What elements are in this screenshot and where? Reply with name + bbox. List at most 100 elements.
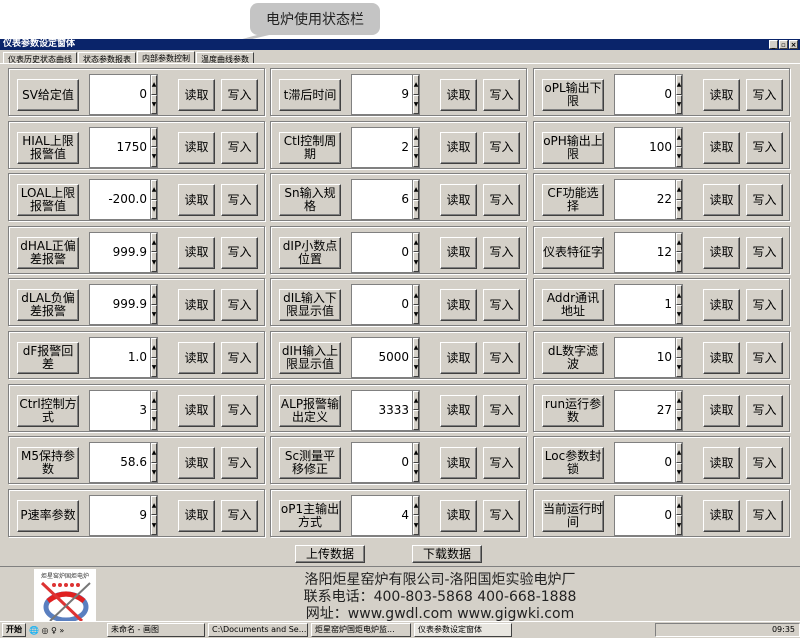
write-button[interactable]: 写入	[483, 394, 520, 427]
param-label[interactable]: Ctl控制周期	[279, 131, 341, 164]
value-spinner[interactable]: ▲ ▼	[675, 442, 683, 484]
read-button[interactable]: 读取	[440, 342, 477, 374]
param-value-input[interactable]: 9	[351, 74, 413, 115]
param-label[interactable]: P速率参数	[17, 499, 79, 532]
value-spinner[interactable]: ▲ ▼	[150, 389, 158, 431]
param-label[interactable]: Loc参数封锁	[542, 447, 604, 480]
spin-down-icon[interactable]: ▼	[676, 357, 682, 377]
spin-down-icon[interactable]: ▼	[413, 304, 419, 325]
read-button[interactable]: 读取	[178, 499, 215, 532]
spin-down-icon[interactable]: ▼	[676, 147, 682, 167]
param-label[interactable]: ALP报警输出定义	[279, 394, 341, 427]
tab-2[interactable]: 内部参数控制	[137, 51, 195, 63]
spin-up-icon[interactable]: ▲	[413, 75, 419, 95]
download-button[interactable]: 下载数据	[412, 545, 482, 563]
read-button[interactable]: 读取	[178, 342, 215, 374]
read-button[interactable]: 读取	[178, 447, 215, 480]
write-button[interactable]: 写入	[746, 342, 783, 374]
spin-down-icon[interactable]: ▼	[676, 199, 682, 220]
param-value-input[interactable]: 0	[351, 231, 413, 273]
tab-0[interactable]: 仪表历史状态曲线	[3, 52, 77, 64]
read-button[interactable]: 读取	[178, 289, 215, 322]
value-spinner[interactable]: ▲ ▼	[150, 494, 158, 536]
read-button[interactable]: 读取	[440, 499, 477, 532]
param-value-input[interactable]: 2	[351, 126, 413, 168]
value-spinner[interactable]: ▲ ▼	[412, 74, 420, 115]
value-spinner[interactable]: ▲ ▼	[675, 74, 683, 115]
param-value-input[interactable]: 5000	[351, 337, 413, 378]
value-spinner[interactable]: ▲ ▼	[675, 494, 683, 536]
spin-up-icon[interactable]: ▲	[413, 127, 419, 148]
value-spinner[interactable]: ▲ ▼	[150, 74, 158, 115]
close-button[interactable]: ×	[789, 40, 798, 49]
spin-down-icon[interactable]: ▼	[676, 515, 682, 535]
spin-down-icon[interactable]: ▼	[413, 199, 419, 220]
upload-button[interactable]: 上传数据	[295, 545, 365, 563]
param-label[interactable]: oP1主输出方式	[279, 499, 341, 532]
param-value-input[interactable]: 58.6	[89, 442, 151, 484]
value-spinner[interactable]: ▲ ▼	[150, 284, 158, 326]
param-label[interactable]: Addr通讯地址	[542, 289, 604, 322]
value-spinner[interactable]: ▲ ▼	[675, 179, 683, 221]
tab-1[interactable]: 状态参数报表	[78, 52, 136, 64]
value-spinner[interactable]: ▲ ▼	[412, 389, 420, 431]
restore-button[interactable]: ▫	[779, 40, 788, 49]
write-button[interactable]: 写入	[746, 131, 783, 164]
spin-up-icon[interactable]: ▲	[151, 232, 157, 253]
param-value-input[interactable]: 0	[614, 494, 676, 536]
spin-up-icon[interactable]: ▲	[676, 338, 682, 358]
read-button[interactable]: 读取	[440, 184, 477, 217]
write-button[interactable]: 写入	[746, 394, 783, 427]
value-spinner[interactable]: ▲ ▼	[412, 494, 420, 536]
spin-up-icon[interactable]: ▲	[151, 180, 157, 200]
value-spinner[interactable]: ▲ ▼	[150, 231, 158, 273]
taskbar-item-paint[interactable]: 未命名 - 画图	[107, 623, 205, 637]
write-button[interactable]: 写入	[221, 499, 258, 532]
write-button[interactable]: 写入	[746, 499, 783, 532]
write-button[interactable]: 写入	[746, 79, 783, 111]
spin-down-icon[interactable]: ▼	[413, 515, 419, 535]
param-label[interactable]: CF功能选择	[542, 184, 604, 217]
spin-down-icon[interactable]: ▼	[151, 94, 157, 114]
spin-up-icon[interactable]: ▲	[151, 443, 157, 463]
spin-up-icon[interactable]: ▲	[676, 75, 682, 95]
read-button[interactable]: 读取	[178, 79, 215, 111]
read-button[interactable]: 读取	[703, 499, 740, 532]
param-value-input[interactable]: 27	[614, 389, 676, 431]
read-button[interactable]: 读取	[178, 184, 215, 217]
read-button[interactable]: 读取	[440, 289, 477, 322]
param-label[interactable]: dF报警回差	[17, 342, 79, 374]
value-spinner[interactable]: ▲ ▼	[412, 126, 420, 168]
param-value-input[interactable]: 0	[351, 442, 413, 484]
taskbar-item-params[interactable]: 仪表参数设定窗体	[414, 623, 512, 637]
value-spinner[interactable]: ▲ ▼	[412, 179, 420, 221]
spin-up-icon[interactable]: ▲	[676, 495, 682, 516]
write-button[interactable]: 写入	[483, 499, 520, 532]
value-spinner[interactable]: ▲ ▼	[412, 284, 420, 326]
param-label[interactable]: dIP小数点位置	[279, 236, 341, 269]
taskbar-item-explorer[interactable]: C:\Documents and Se...	[208, 623, 308, 637]
spin-up-icon[interactable]: ▲	[413, 180, 419, 200]
value-spinner[interactable]: ▲ ▼	[412, 231, 420, 273]
read-button[interactable]: 读取	[440, 131, 477, 164]
spin-up-icon[interactable]: ▲	[413, 338, 419, 358]
read-button[interactable]: 读取	[703, 131, 740, 164]
value-spinner[interactable]: ▲ ▼	[675, 389, 683, 431]
spin-down-icon[interactable]: ▼	[413, 147, 419, 167]
param-label[interactable]: Ctrl控制方式	[17, 394, 79, 427]
spin-down-icon[interactable]: ▼	[676, 304, 682, 325]
param-value-input[interactable]: 999.9	[89, 231, 151, 273]
value-spinner[interactable]: ▲ ▼	[675, 126, 683, 168]
value-spinner[interactable]: ▲ ▼	[675, 284, 683, 326]
taskbar-item-monitor[interactable]: 炬星窑炉国炬电炉监...	[311, 623, 411, 637]
read-button[interactable]: 读取	[703, 342, 740, 374]
param-label[interactable]: run运行参数	[542, 394, 604, 427]
read-button[interactable]: 读取	[703, 79, 740, 111]
write-button[interactable]: 写入	[483, 236, 520, 269]
spin-down-icon[interactable]: ▼	[413, 252, 419, 272]
read-button[interactable]: 读取	[440, 447, 477, 480]
spin-down-icon[interactable]: ▼	[676, 462, 682, 483]
write-button[interactable]: 写入	[221, 394, 258, 427]
value-spinner[interactable]: ▲ ▼	[412, 337, 420, 378]
spin-down-icon[interactable]: ▼	[413, 357, 419, 377]
